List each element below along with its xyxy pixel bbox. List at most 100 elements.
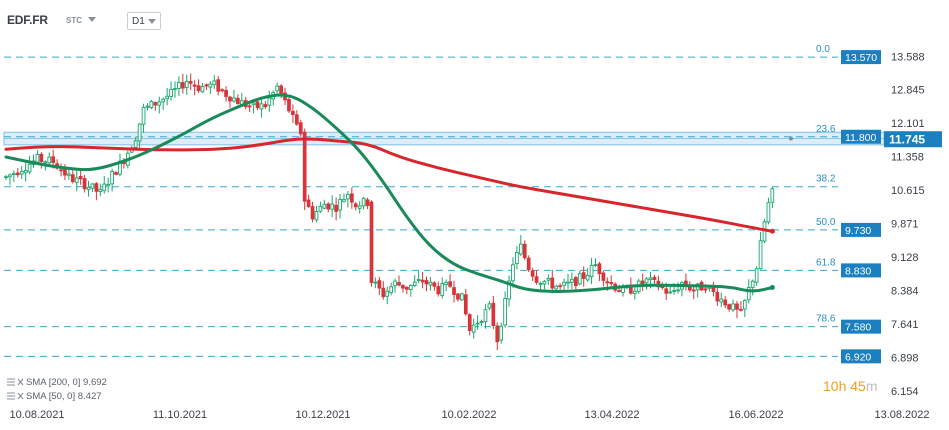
candle-body — [589, 264, 594, 278]
candle-body — [507, 280, 511, 300]
candle-body — [169, 88, 173, 97]
candle-body — [731, 303, 735, 311]
candle-body — [381, 287, 386, 298]
candle-body — [291, 110, 295, 116]
candle-body — [676, 289, 680, 292]
x-tick-label: 13.08.2022 — [874, 409, 929, 421]
candle-body — [102, 183, 107, 192]
candle-body — [39, 153, 44, 162]
candle-body — [298, 122, 303, 135]
candle-body — [562, 281, 566, 286]
candle-body — [522, 243, 527, 259]
y-tick-label: 12.101 — [891, 118, 925, 130]
x-tick-label: 10.12.2021 — [295, 409, 350, 421]
zone-handle-icon[interactable] — [789, 136, 793, 141]
candle-body — [597, 263, 602, 275]
indicator-settings-icon[interactable] — [7, 392, 15, 400]
candle-body — [405, 286, 409, 290]
candle-body — [27, 163, 32, 173]
x-tick-label: 10.08.2021 — [9, 409, 64, 421]
candle-body — [471, 324, 476, 333]
candle-body — [184, 81, 189, 88]
candle-body — [558, 285, 562, 288]
symbol-dropdown-chevron-icon[interactable] — [88, 17, 96, 22]
candle-body — [389, 286, 393, 294]
candle-body — [495, 325, 500, 343]
remove-indicator-icon[interactable] — [17, 392, 24, 400]
candle-body — [165, 95, 169, 100]
candle-body — [173, 88, 177, 91]
y-tick-label: 6.154 — [891, 386, 919, 398]
candle-body — [554, 285, 559, 290]
sma200-line — [4, 137, 774, 233]
fib-ratio-label: 38.2 — [816, 174, 836, 185]
candle-body — [735, 303, 739, 310]
candle-body — [534, 276, 539, 283]
candle-body — [412, 281, 417, 287]
price-level-label: 7.580 — [845, 322, 871, 334]
candle-body — [94, 183, 99, 192]
candle-body — [593, 264, 598, 267]
fib-ratio-label: 50.0 — [816, 217, 836, 228]
candle-body — [153, 102, 158, 106]
candle-body — [334, 204, 338, 212]
timer-hours: 10h — [823, 378, 850, 394]
timer-minutes: 45 — [850, 378, 866, 394]
current-price-label: 11.745 — [889, 133, 925, 147]
candle-body — [703, 288, 708, 291]
symbol-label[interactable]: EDF.FR — [7, 13, 48, 27]
candle-body — [448, 281, 452, 287]
candle-body — [74, 177, 79, 183]
candle-body — [487, 303, 492, 309]
candle-body — [428, 281, 433, 286]
y-tick-label: 8.384 — [891, 285, 919, 297]
candle-body — [23, 170, 28, 174]
timeframe-select[interactable]: D1 — [127, 12, 161, 30]
timeframe-value: D1 — [132, 15, 145, 27]
candle-body — [47, 156, 52, 164]
candle-body — [251, 102, 256, 106]
candle-body — [110, 170, 114, 185]
candle-body — [715, 291, 720, 302]
candle-body — [648, 277, 653, 281]
x-tick-label: 11.10.2021 — [153, 409, 207, 421]
sma200-endpoint — [769, 228, 775, 234]
candle-body — [758, 240, 763, 270]
sma50-endpoint — [769, 285, 775, 290]
candle-body — [515, 251, 519, 265]
y-tick-label: 11.358 — [891, 152, 924, 164]
candle-body — [605, 281, 610, 284]
price-level-label: 11.800 — [845, 132, 876, 144]
price-level-box — [841, 349, 881, 364]
candle-body — [456, 293, 460, 300]
candle-body — [98, 188, 103, 192]
y-tick-label: 9.128 — [891, 252, 919, 264]
candle-body — [224, 89, 228, 97]
price-level-box — [841, 129, 881, 144]
fib-ratio-label: 23.6 — [816, 124, 836, 135]
remove-indicator-icon[interactable] — [17, 378, 24, 386]
candle-body — [188, 81, 193, 84]
x-tick-label: 16.06.2022 — [728, 409, 783, 421]
candle-body — [287, 98, 291, 112]
candle-body — [373, 281, 378, 284]
candle-body — [338, 199, 342, 211]
candle-body — [483, 309, 488, 322]
candle-body — [302, 131, 307, 202]
sma50-legend-label: SMA [50, 0] 8.427 — [26, 391, 102, 402]
y-tick-label: 13.588 — [891, 51, 925, 63]
indicator-settings-icon[interactable] — [7, 378, 15, 386]
candle-body — [145, 105, 150, 108]
candle-body — [263, 104, 268, 108]
price-level-box — [841, 319, 881, 334]
candle-body — [408, 284, 413, 290]
candle-body — [393, 280, 397, 287]
y-tick-label: 12.845 — [891, 85, 925, 97]
candle-body — [546, 278, 551, 281]
price-level-label: 8.830 — [845, 265, 871, 277]
candle-body — [255, 101, 260, 109]
candle-body — [550, 277, 555, 289]
candle-body — [444, 281, 449, 285]
candle-body — [361, 197, 366, 207]
